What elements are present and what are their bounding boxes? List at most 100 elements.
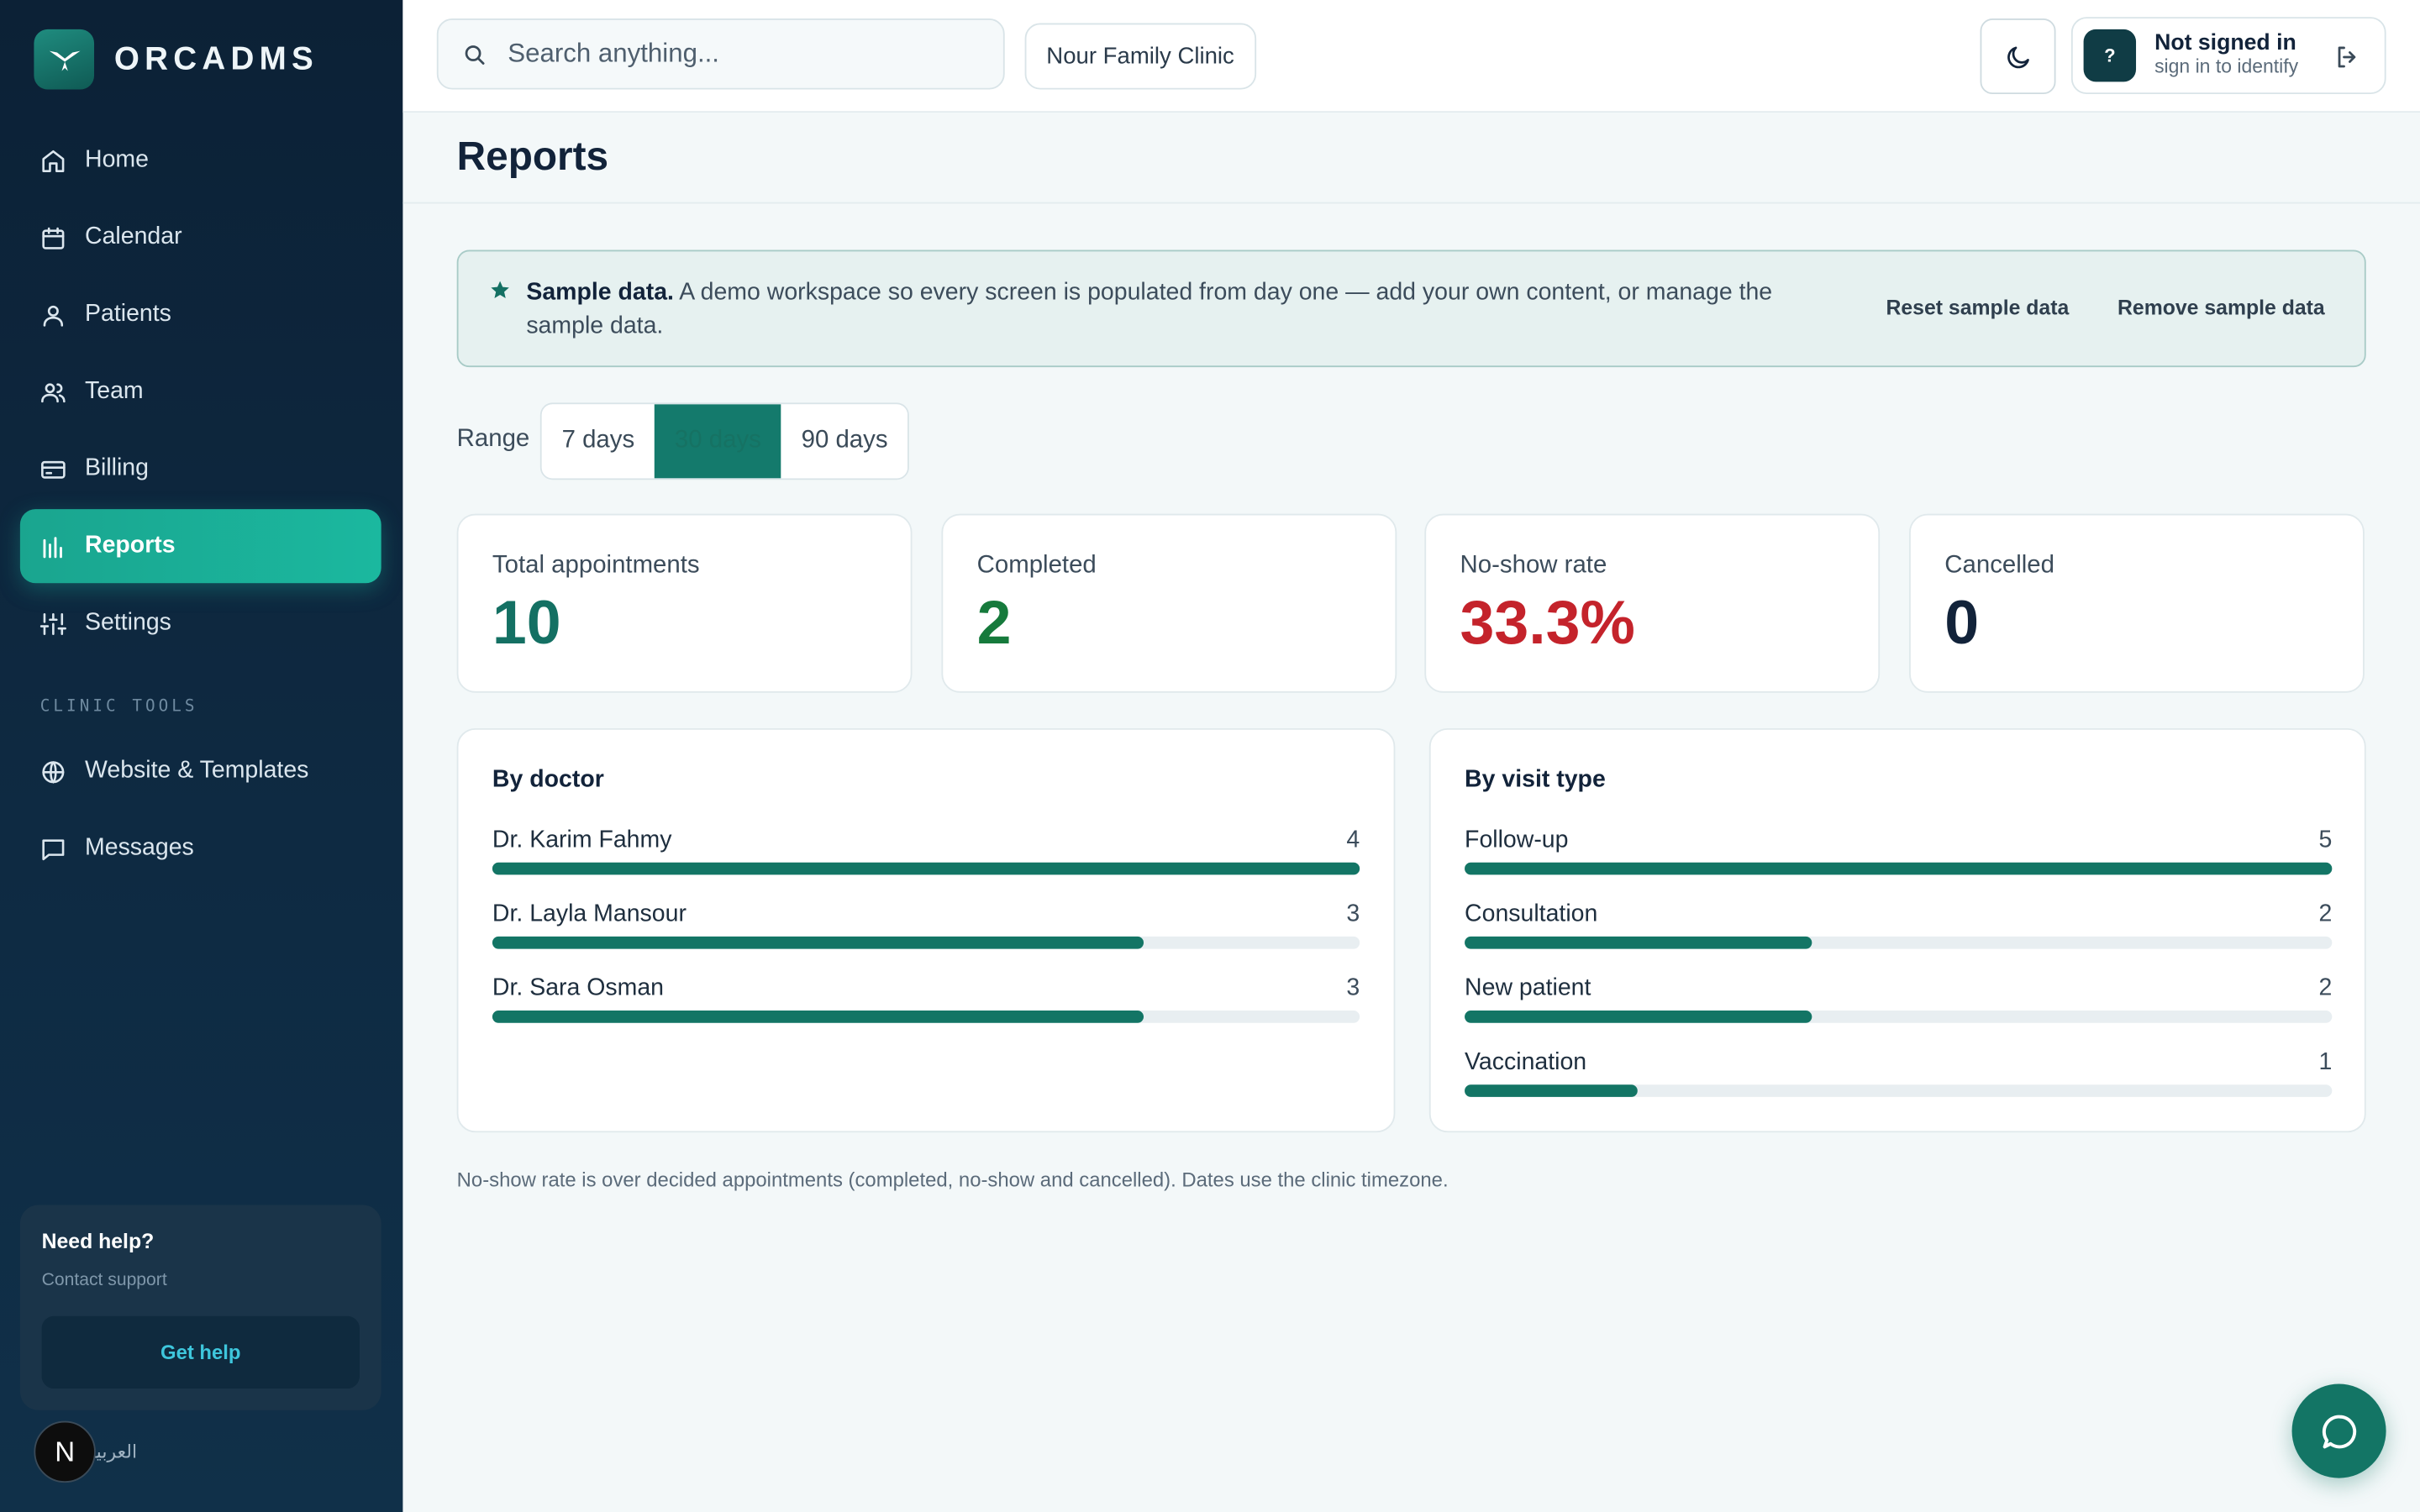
bar-label: Vaccination — [1465, 1048, 1587, 1076]
bar-fill — [492, 1011, 1144, 1023]
panel-title: By visit type — [1465, 766, 1606, 794]
bar-fill — [1465, 1084, 1639, 1097]
language-row: N العربية — [34, 1420, 137, 1483]
sidebar-item-team[interactable]: Team — [20, 354, 381, 428]
sidebar-item-label: Website & Templates — [85, 757, 309, 785]
by-doctor-panel: By doctor Dr. Karim Fahmy 4 Dr. Layla Ma… — [456, 727, 1396, 1133]
sidebar-item-patients[interactable]: Patients — [20, 278, 381, 352]
bar-fill — [1465, 1011, 1812, 1023]
sidebar-item-label: Patients — [85, 301, 171, 328]
get-help-button[interactable]: Get help — [41, 1315, 360, 1389]
bar-value: 3 — [1346, 900, 1360, 927]
sidebar-item-label: Home — [85, 146, 149, 173]
user-icon — [43, 304, 64, 326]
bar-track — [492, 862, 1360, 875]
stat-label: Completed — [976, 552, 1097, 579]
bar-label: Dr. Sara Osman — [492, 974, 665, 1002]
brand-name: ORCADMS — [113, 40, 318, 76]
sidebar: ORCADMS Home Calendar Patients Team Bill… — [0, 0, 403, 1512]
bar-value: 3 — [1346, 974, 1360, 1002]
range-7-days[interactable]: 7 days — [541, 404, 655, 479]
calendar-icon — [42, 226, 65, 249]
bar-fill — [492, 936, 1144, 949]
bar-chart-icon — [43, 536, 62, 558]
bar-value: 2 — [2318, 974, 2333, 1002]
bar-fill — [1465, 936, 1812, 949]
credit-card-icon — [41, 459, 66, 478]
bar-label: New patient — [1465, 974, 1591, 1002]
brand[interactable]: ORCADMS — [34, 29, 318, 90]
stat-label: Total appointments — [492, 552, 700, 579]
brand-logo-icon — [34, 29, 95, 90]
user-name: Not signed in — [2154, 31, 2296, 56]
search-box[interactable] — [436, 18, 1005, 90]
stat-value: 2 — [976, 589, 1012, 658]
sidebar-item-reports[interactable]: Reports — [19, 509, 381, 584]
sidebar-item-calendar[interactable]: Calendar — [20, 201, 381, 275]
sidebar-item-label: Calendar — [85, 223, 182, 250]
sliders-icon — [39, 612, 66, 635]
sidebar-item-label: Billing — [85, 454, 149, 482]
panel-title: By doctor — [492, 766, 604, 794]
bar-label: Dr. Karim Fahmy — [492, 827, 672, 853]
footnote: No-show rate is over decided appointment… — [456, 1168, 1449, 1191]
bar-label: Dr. Layla Mansour — [492, 900, 687, 927]
sidebar-item-messages[interactable]: Messages — [20, 811, 381, 885]
chat-button[interactable] — [2291, 1383, 2386, 1478]
message-square-icon — [42, 838, 65, 860]
help-card: Need help? Contact support Get help — [19, 1205, 381, 1410]
sidebar-item-label: Team — [85, 378, 144, 405]
user-avatar: ? — [2083, 29, 2137, 82]
bar-track — [1465, 1084, 2333, 1097]
range-label: Range — [456, 425, 530, 453]
bar-value: 4 — [1346, 827, 1360, 853]
bar-fill — [492, 862, 1360, 875]
notice-body: A demo workspace so every screen is popu… — [526, 279, 1773, 340]
stat-value: 0 — [1944, 589, 1980, 658]
sidebar-section-label: CLINIC TOOLS — [39, 697, 198, 717]
clinic-selector[interactable]: Nour Family Clinic — [1024, 23, 1256, 90]
bar-label: Consultation — [1465, 900, 1598, 927]
bar-label: Follow-up — [1465, 827, 1569, 853]
reset-sample-data-button[interactable]: Reset sample data — [1886, 296, 2070, 320]
notice-strong: Sample data. — [526, 279, 674, 306]
range-90-days[interactable]: 90 days — [781, 404, 908, 479]
stat-total-appointments: Total appointments 10 — [456, 513, 913, 693]
bar-track — [1465, 936, 2333, 949]
star-icon — [491, 281, 509, 298]
sign-in-icon[interactable] — [2333, 43, 2361, 71]
bar-track — [492, 936, 1360, 949]
sidebar-item-label: Reports — [85, 532, 176, 559]
stat-value: 33.3% — [1460, 589, 1635, 658]
range-selector: 7 days 30 days 90 days — [539, 402, 910, 480]
avatar[interactable]: N — [34, 1420, 96, 1483]
page-header: Reports — [402, 111, 2420, 204]
sidebar-item-settings[interactable]: Settings — [20, 586, 381, 660]
remove-sample-data-button[interactable]: Remove sample data — [2118, 296, 2325, 320]
stat-no-show-rate: No-show rate 33.3% — [1424, 513, 1881, 693]
moon-icon — [2007, 45, 2028, 68]
user-subtitle: sign in to identify — [2154, 55, 2299, 78]
range-30-days[interactable]: 30 days — [655, 404, 781, 479]
bar-value: 2 — [2318, 900, 2333, 927]
bar-track — [1465, 1011, 2333, 1023]
sidebar-item-home[interactable]: Home — [20, 123, 381, 197]
theme-toggle-button[interactable] — [1980, 18, 2056, 95]
sidebar-item-billing[interactable]: Billing — [20, 432, 381, 506]
stat-cancelled: Cancelled 0 — [1909, 513, 2365, 693]
chat-icon — [2321, 1414, 2356, 1448]
bar-fill — [1465, 862, 2333, 875]
stat-completed: Completed 2 — [941, 513, 1397, 693]
sidebar-item-website-templates[interactable]: Website & Templates — [20, 734, 381, 808]
by-visit-type-panel: By visit type Follow-up 5 Consultation 2… — [1428, 727, 2366, 1133]
help-title: Need help? — [41, 1229, 155, 1253]
stat-label: Cancelled — [1944, 552, 2054, 579]
home-icon — [42, 150, 65, 172]
bar-track — [492, 1011, 1360, 1023]
bar-value: 5 — [2318, 827, 2333, 853]
topbar: Nour Family Clinic ? Not signed in sign … — [402, 0, 2420, 113]
sidebar-item-label: Settings — [85, 609, 171, 636]
globe-icon — [42, 760, 65, 783]
search-input[interactable] — [504, 37, 974, 71]
user-card[interactable]: ? Not signed in sign in to identify — [2070, 17, 2386, 95]
